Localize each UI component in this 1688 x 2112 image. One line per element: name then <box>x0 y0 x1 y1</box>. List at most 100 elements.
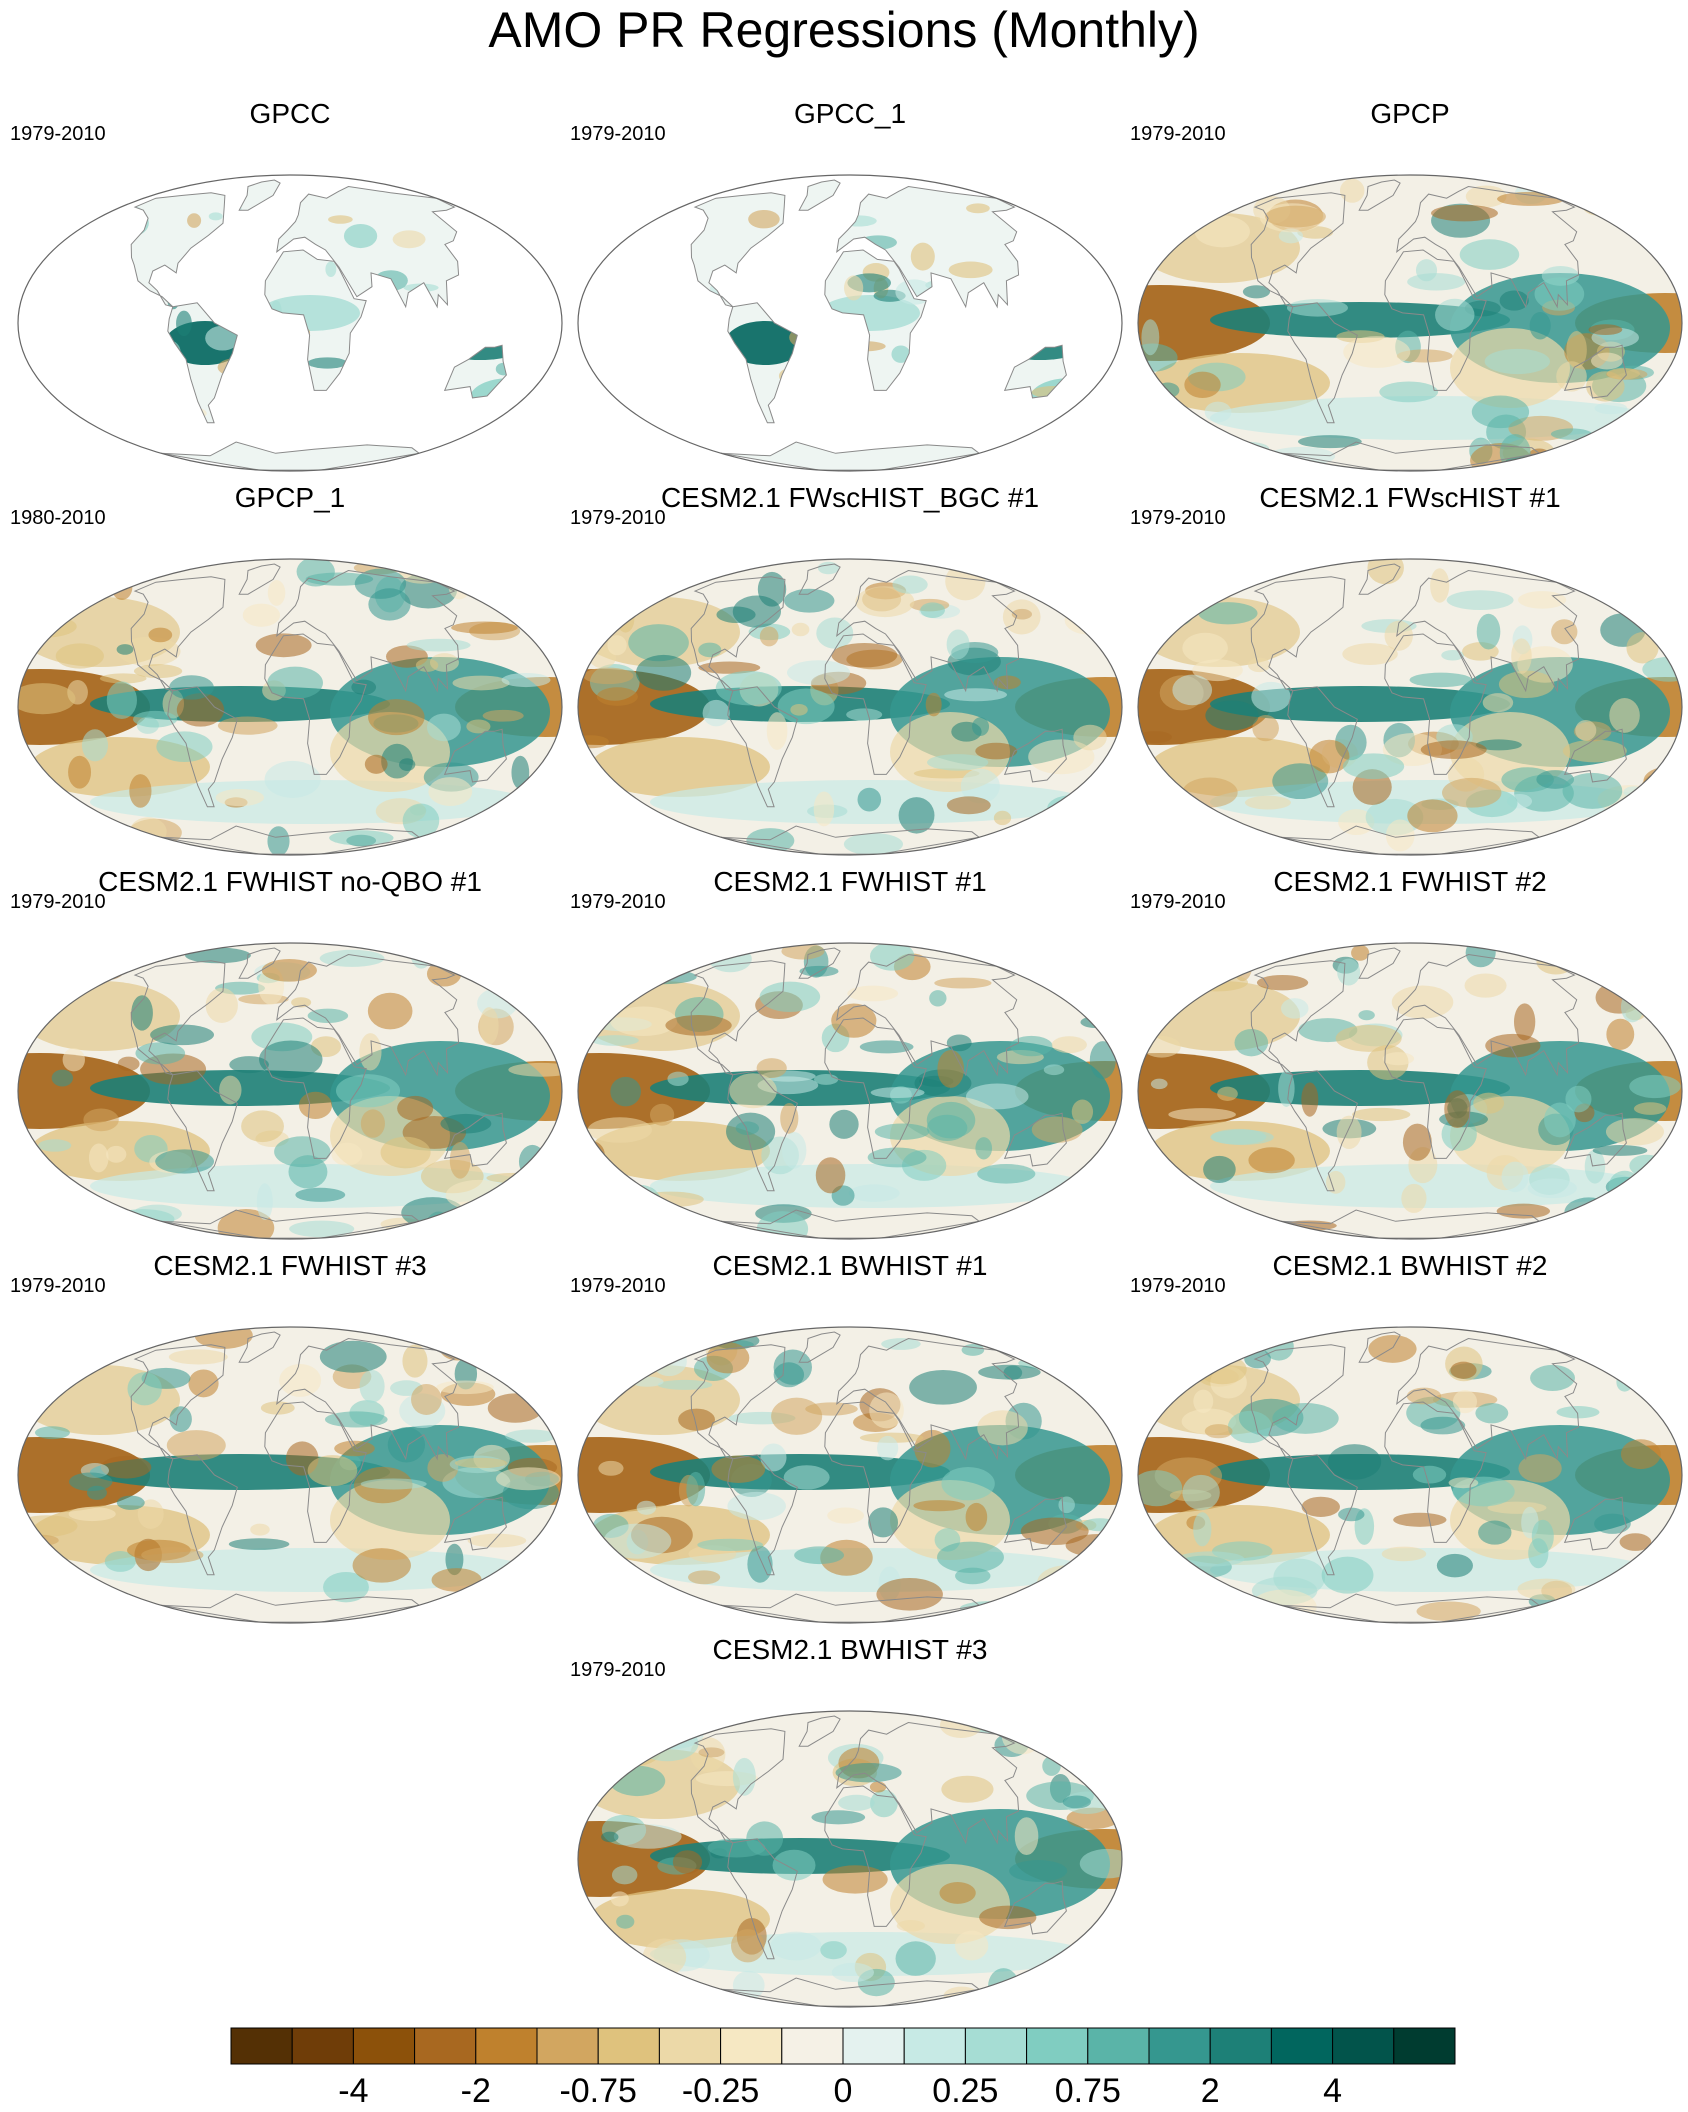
australia-outline <box>1003 1496 1067 1551</box>
antarctica-outline <box>1280 441 1541 471</box>
world-map <box>17 1326 563 1624</box>
colorbar-tick-label: 0.25 <box>932 2072 998 2110</box>
colorbar-swatch <box>964 2027 1028 2065</box>
africa-outline <box>824 249 927 391</box>
panel-period: 1979-2010 <box>570 507 666 529</box>
map-panel: CESM2.1 FWHIST #2 1979-2010 <box>1130 866 1688 1246</box>
greenland-outline <box>798 563 841 595</box>
panel-title: CESM2.1 FWHIST #3 <box>153 1250 427 1281</box>
map-panel: GPCP 1979-2010 <box>1130 98 1688 478</box>
greenland-outline <box>1358 1331 1401 1363</box>
figure-title: AMO PR Regressions (Monthly) <box>488 2 1200 58</box>
colorbar-tick-label: 2 <box>1201 2072 1220 2110</box>
map-panel: CESM2.1 FWHIST no-QBO #1 1979-2010 <box>10 866 570 1246</box>
world-map <box>577 558 1123 856</box>
eurasia-outline <box>836 1337 1020 1461</box>
map-panel: GPCP_1 1980-2010 <box>10 482 570 862</box>
australia-outline <box>1003 1880 1067 1935</box>
colorbar-tick-label: -0.75 <box>559 2072 637 2110</box>
panel-period: 1979-2010 <box>570 1275 666 1297</box>
africa-outline <box>264 249 367 391</box>
panel-title: GPCP_1 <box>234 482 346 513</box>
north-america-outline <box>1250 576 1346 692</box>
panel-title: GPCP <box>1370 98 1450 129</box>
antarctica-outline <box>160 1593 421 1623</box>
colorbar-tick-label: -2 <box>461 2072 491 2110</box>
australia-outline <box>1003 344 1067 399</box>
eurasia-outline <box>836 1721 1020 1845</box>
panel-title: GPCC_1 <box>793 98 907 129</box>
panel-title: CESM2.1 FWscHIST #1 <box>1259 482 1561 513</box>
colorbar-swatch <box>1026 2027 1089 2065</box>
eurasia-outline <box>836 953 1020 1077</box>
africa-outline <box>1384 633 1487 775</box>
colorbar-swatch <box>597 2027 660 2065</box>
africa-outline <box>1384 249 1487 391</box>
colorbar-swatch <box>842 2027 905 2065</box>
north-america-outline <box>1250 960 1346 1076</box>
colorbar-swatch <box>781 2027 844 2065</box>
colorbar-swatch <box>1332 2027 1395 2065</box>
eurasia-outline <box>1396 1337 1580 1461</box>
south-america-outline <box>727 1454 798 1576</box>
australia-outline <box>1003 728 1067 783</box>
panel-title: GPCC <box>249 98 331 129</box>
colorbar-swatch <box>720 2027 783 2065</box>
africa-outline <box>824 1785 927 1927</box>
africa-outline <box>824 633 927 775</box>
panel-title: CESM2.1 BWHIST #1 <box>712 1250 988 1281</box>
world-map <box>1137 942 1683 1240</box>
australia-outline <box>1563 1112 1627 1167</box>
eurasia-outline <box>1396 185 1580 309</box>
colorbar-swatch <box>658 2027 722 2065</box>
antarctica-outline <box>720 1977 981 2007</box>
greenland-outline <box>798 1715 841 1747</box>
eurasia-outline <box>276 953 460 1077</box>
eurasia-outline <box>1396 569 1580 693</box>
africa-outline <box>824 1017 927 1159</box>
panel-title: CESM2.1 FWHIST no-QBO #1 <box>98 866 482 897</box>
colorbar-swatch <box>475 2027 538 2065</box>
colorbar-swatch <box>291 2027 354 2065</box>
north-america-outline <box>130 192 226 308</box>
colorbar-swatch <box>1270 2027 1334 2065</box>
south-america-outline <box>167 686 238 808</box>
antarctica-outline <box>720 1209 981 1239</box>
panel-title: CESM2.1 BWHIST #3 <box>712 1634 988 1665</box>
world-map <box>577 174 1123 472</box>
world-map <box>577 1710 1123 2008</box>
south-america-outline <box>167 1454 238 1576</box>
south-america-outline <box>1287 686 1358 808</box>
panel-period: 1979-2010 <box>10 1275 106 1297</box>
north-america-outline <box>1250 1344 1346 1460</box>
panel-period: 1980-2010 <box>10 507 106 529</box>
south-america-outline <box>727 686 798 808</box>
australia-outline <box>1563 728 1627 783</box>
south-america-outline <box>727 302 798 424</box>
panel-title: CESM2.1 FWscHIST_BGC #1 <box>660 482 1040 513</box>
panel-period: 1979-2010 <box>570 1659 666 1681</box>
map-panel: CESM2.1 FWHIST #1 1979-2010 <box>570 866 1130 1246</box>
antarctica-outline <box>1280 1209 1541 1239</box>
greenland-outline <box>238 947 281 979</box>
colorbar-swatch <box>1087 2027 1150 2065</box>
map-panel: CESM2.1 BWHIST #2 1979-2010 <box>1130 1250 1688 1630</box>
panel-period: 1979-2010 <box>1130 1275 1226 1297</box>
colorbar-swatch <box>1209 2027 1272 2065</box>
colorbar-swatch <box>536 2027 599 2065</box>
south-america-outline <box>167 1070 238 1192</box>
africa-outline <box>264 1401 367 1543</box>
north-america-outline <box>690 192 786 308</box>
greenland-outline <box>1358 563 1401 595</box>
south-america-outline <box>1287 1070 1358 1192</box>
colorbar-tick-label: -4 <box>338 2072 368 2110</box>
south-america-outline <box>1287 1454 1358 1576</box>
north-america-outline <box>130 1344 226 1460</box>
greenland-outline <box>1358 179 1401 211</box>
colorbar-tick-label: -0.25 <box>682 2072 760 2110</box>
eurasia-outline <box>276 1337 460 1461</box>
panel-period: 1979-2010 <box>570 123 666 145</box>
australia-outline <box>443 344 507 399</box>
africa-outline <box>1384 1401 1487 1543</box>
antarctica-outline <box>1280 1593 1541 1623</box>
